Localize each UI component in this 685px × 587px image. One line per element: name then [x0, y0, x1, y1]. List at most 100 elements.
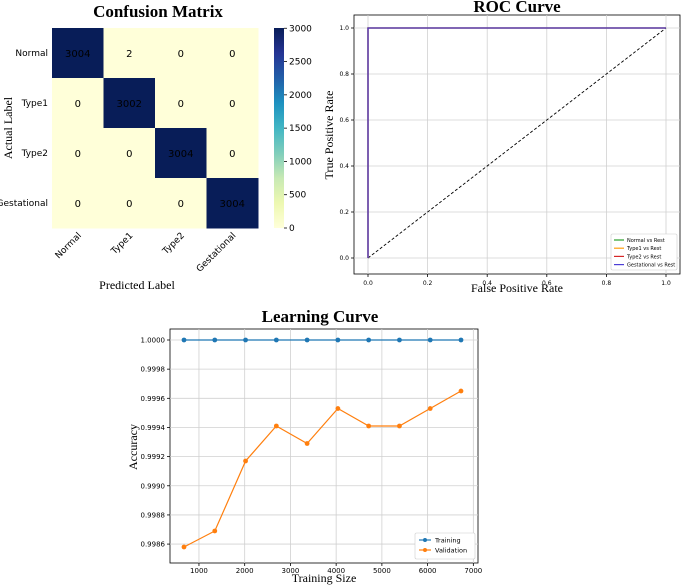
roc-curve-chart: ROC Curve 0.0 0.2 0.4 0.6 0.8 1.0 0.00.20.40.…	[322, 0, 681, 295]
cm-cell-label: 0	[229, 49, 235, 60]
cm-cell	[52, 128, 104, 179]
lc-y-tick-label: 1.0000	[141, 337, 166, 345]
lc-point	[427, 406, 433, 411]
confusion-matrix-chart: Confusion Matrix 3004 2 0 00 3002 0 00 0 3004 00 0…	[0, 2, 312, 292]
cm-cell-label: 2	[126, 49, 132, 60]
cm-cell-label: 3004	[220, 199, 245, 210]
roc-x-ticks: 0.0 0.2 0.4 0.6 0.8 1.0	[363, 274, 671, 287]
roc-x-tick-label: 0.6	[542, 280, 552, 287]
lc-legend-label: Validation	[435, 547, 467, 555]
learning-curve-chart: Learning Curve 1000 2000 3000 4000 5000 6000 7…	[126, 307, 482, 585]
lc-legend: Training Validation	[414, 532, 476, 560]
lc-point	[397, 337, 402, 343]
cm-cell	[52, 28, 104, 79]
lc-x-tick-label: 1000	[190, 567, 208, 575]
roc-y-tick-label: 0.0	[339, 255, 349, 262]
cm-cell-label: 0	[75, 149, 81, 160]
lc-x-tick-label: 7000	[464, 567, 482, 575]
roc-legend: Normal vs Rest Type1 vs Rest Type2 vs Rest…	[610, 233, 678, 271]
lc-ylabel: Accuracy	[126, 424, 140, 470]
cm-cell	[206, 78, 259, 129]
cm-cell	[155, 28, 207, 79]
roc-x-tick-label: 0.2	[423, 280, 433, 287]
lc-y-tick-label: 0.9986	[141, 541, 166, 549]
cm-x-tick-label: Type2	[160, 231, 186, 257]
roc-y-tick-label: 0.8	[339, 71, 349, 78]
cm-cell	[103, 128, 156, 179]
lc-lines	[181, 337, 464, 550]
lc-point	[273, 337, 279, 343]
roc-ylabel: True Positive Rate	[322, 91, 336, 180]
cm-x-tick-label: Gestational	[195, 231, 238, 274]
roc-lines	[367, 27, 667, 259]
cm-cell	[206, 178, 259, 229]
lc-point	[458, 337, 464, 343]
cm-cell-label: 0	[126, 199, 132, 210]
lc-point	[243, 458, 248, 464]
cm-y-tick-label: Normal	[15, 49, 48, 59]
cm-colorbar-tick-label: 2500	[289, 58, 312, 68]
cm-cell-label: 0	[178, 49, 184, 60]
cm-cell	[52, 178, 104, 229]
cm-colorbar-tick-label: 2000	[289, 91, 312, 101]
lc-y-tick-label: 0.9998	[141, 366, 166, 374]
cm-title: Confusion Matrix	[93, 2, 223, 21]
roc-plot-area	[353, 14, 681, 275]
cm-colorbar-tick-label: 500	[289, 191, 306, 201]
roc-legend-label: Type2 vs Rest	[626, 254, 661, 260]
lc-y-tick-label: 0.9988	[141, 511, 166, 519]
roc-x-tick-label: 0.8	[602, 280, 612, 287]
cm-colorbar-tick-label: 1500	[289, 124, 312, 134]
cm-cell-label: 0	[75, 199, 81, 210]
roc-series-line	[367, 27, 666, 258]
lc-y-tick-label: 0.9990	[141, 482, 166, 490]
lc-point	[335, 337, 341, 343]
lc-point	[212, 337, 218, 343]
cm-colorbar-tick-label: 0	[289, 224, 295, 234]
cm-x-tick-label: Type1	[109, 231, 135, 257]
cm-cell	[103, 28, 156, 79]
lc-y-ticks: 0.9986 0.9988 0.9990 0.9992 0.9994 0.9996 0.99…	[141, 337, 170, 549]
roc-legend-label: Gestational vs Rest	[627, 263, 675, 269]
lc-point	[397, 423, 402, 429]
roc-legend-label: Type1 vs Rest	[626, 246, 661, 252]
lc-title: Learning Curve	[262, 307, 379, 326]
cm-cell	[52, 78, 104, 129]
cm-cell	[206, 28, 259, 79]
lc-point	[366, 337, 372, 343]
cm-x-tick-label: Normal	[54, 231, 84, 261]
roc-y-ticks: 0.0 0.2 0.4 0.6 0.8 1.0	[339, 25, 354, 262]
lc-legend-marker	[423, 548, 427, 552]
cm-cell	[155, 78, 207, 129]
cm-cell-label: 0	[229, 149, 235, 160]
cm-cell	[103, 78, 156, 129]
roc-diagonal-line	[367, 27, 667, 259]
lc-y-tick-label: 0.9994	[141, 424, 166, 432]
cm-cell-label: 0	[229, 99, 235, 110]
cm-cell-label: 0	[178, 99, 184, 110]
lc-x-tick-label: 2000	[236, 567, 254, 575]
cm-cell	[206, 128, 259, 179]
roc-xlabel: False Positive Rate	[471, 281, 563, 295]
lc-xlabel: Training Size	[292, 571, 357, 585]
lc-point	[304, 441, 310, 446]
cm-cell	[155, 128, 207, 179]
lc-series-line	[183, 390, 462, 548]
cm-colorbar-ticks: 0 500 1000 1500 2000 2500 3000	[284, 24, 312, 234]
lc-point	[427, 337, 433, 343]
roc-y-tick-label: 1.0	[339, 25, 349, 32]
lc-point	[212, 528, 218, 534]
roc-legend-box	[610, 233, 678, 271]
lc-x-tick-label: 4000	[327, 567, 345, 575]
cm-cell-label: 3002	[117, 99, 142, 110]
lc-plot-area	[169, 328, 479, 564]
cm-y-tick-labels: Normal Type1 Type2 Gestational	[0, 49, 48, 209]
cm-colorbar-tick-label: 1000	[289, 157, 312, 167]
lc-x-tick-label: 6000	[419, 567, 437, 575]
roc-x-tick-label: 0.0	[363, 280, 373, 287]
roc-y-tick-label: 0.2	[339, 209, 349, 216]
cm-cell-label: 0	[178, 199, 184, 210]
lc-point	[243, 337, 248, 343]
cm-x-tick-labels: Normal Type1 Type2 Gestational	[54, 231, 239, 274]
cm-colorbar	[274, 28, 284, 228]
